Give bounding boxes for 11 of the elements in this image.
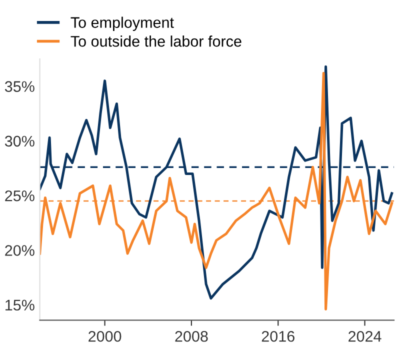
y-tick-label: 25% (5, 190, 34, 202)
legend-label: To outside the labor force (70, 36, 242, 47)
x-tick-label: 2000 (88, 330, 122, 342)
legend-label: To employment (70, 16, 174, 31)
y-tick-label: 35% (4, 81, 34, 92)
y-tick-label: 30% (4, 136, 34, 147)
x-tick-label: 2008 (175, 330, 208, 342)
y-tick-label: 20% (5, 245, 34, 256)
x-tick-label: 2016 (262, 330, 294, 342)
y-tick-label: 15% (6, 300, 34, 311)
x-tick-label: 2024 (348, 330, 382, 342)
